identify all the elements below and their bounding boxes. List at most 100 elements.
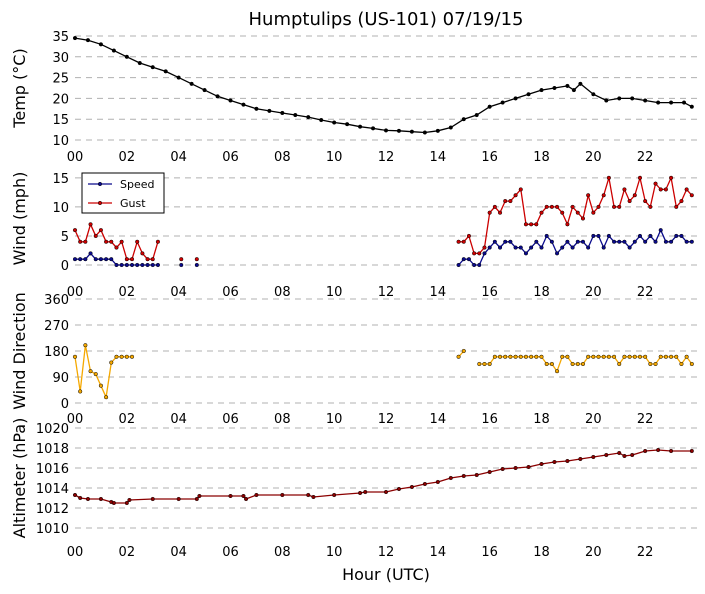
x-tick-label: 18: [533, 150, 550, 165]
data-point: [409, 484, 414, 490]
data-point: [163, 69, 168, 74]
x-tick-label: 18: [533, 285, 550, 300]
y-tick-label: 25: [52, 72, 69, 87]
data-point: [674, 354, 679, 359]
data-point: [601, 354, 606, 359]
data-point: [466, 233, 471, 238]
data-point: [544, 204, 549, 209]
y-tick-label: 30: [52, 51, 69, 66]
data-point: [571, 88, 576, 93]
data-point: [241, 102, 246, 107]
data-point: [669, 100, 674, 105]
data-point: [189, 81, 194, 86]
data-point: [606, 175, 611, 180]
data-point: [544, 233, 549, 238]
series-line: [74, 345, 132, 400]
data-point: [72, 228, 78, 233]
series-line: [458, 175, 693, 255]
data-point: [622, 354, 627, 359]
data-point: [179, 257, 184, 262]
data-point: [627, 199, 632, 204]
data-point: [482, 251, 487, 256]
x-tick-label: 16: [481, 412, 498, 427]
data-point: [604, 452, 609, 458]
data-point: [565, 458, 570, 464]
data-point: [477, 361, 482, 367]
x-tick-label: 08: [274, 150, 291, 165]
data-point: [93, 372, 98, 377]
data-point: [653, 361, 658, 367]
x-tick-label: 22: [637, 285, 654, 300]
data-point: [127, 497, 132, 503]
data-point: [88, 369, 93, 374]
data-point: [612, 354, 617, 359]
data-point: [630, 452, 635, 458]
data-point: [565, 83, 570, 88]
data-point: [254, 492, 259, 498]
data-point: [529, 245, 534, 250]
data-point: [656, 100, 661, 105]
data-point: [98, 42, 103, 47]
data-point: [135, 239, 140, 244]
data-point: [518, 245, 523, 250]
data-point: [244, 496, 249, 502]
data-point: [617, 204, 622, 209]
data-point: [586, 354, 591, 359]
data-point: [241, 493, 246, 499]
data-point: [194, 262, 199, 268]
data-point: [552, 459, 557, 465]
data-point: [523, 354, 529, 359]
data-point: [119, 262, 124, 268]
data-point: [474, 112, 479, 118]
data-point: [580, 361, 586, 367]
data-point: [612, 204, 617, 209]
data-point: [630, 96, 635, 101]
data-point: [575, 239, 580, 244]
data-point: [497, 210, 503, 215]
y-tick-label: 20: [52, 92, 69, 107]
y-tick-label: 360: [44, 293, 69, 308]
data-point: [632, 193, 637, 198]
data-point: [679, 199, 684, 204]
data-point: [466, 257, 471, 262]
data-point: [109, 257, 114, 262]
data-point: [627, 245, 632, 250]
data-point: [637, 233, 643, 238]
data-point: [492, 239, 497, 244]
series-line: [74, 449, 692, 504]
data-point: [503, 199, 508, 204]
data-point: [596, 354, 601, 359]
x-tick-label: 10: [326, 150, 343, 165]
legend-label: Speed: [120, 178, 154, 191]
series-line: [479, 355, 693, 373]
y-axis-label: Wind Direction: [10, 292, 29, 410]
data-point: [565, 222, 570, 227]
y-axis-label: Wind (mph): [10, 172, 29, 266]
data-point: [83, 343, 88, 348]
data-point: [508, 199, 513, 204]
data-point: [482, 245, 487, 250]
data-point: [606, 354, 611, 359]
x-tick-label: 04: [170, 285, 187, 300]
data-point: [150, 65, 155, 70]
y-tick-label: 1012: [36, 502, 69, 517]
x-tick-label: 12: [378, 285, 395, 300]
data-point: [472, 251, 477, 256]
data-point: [653, 239, 658, 244]
series-0: [72, 447, 694, 506]
data-point: [560, 210, 565, 215]
data-point: [124, 500, 129, 506]
data-point: [689, 239, 694, 244]
data-point: [293, 112, 298, 118]
data-point: [311, 494, 316, 500]
data-point: [586, 193, 591, 198]
data-point: [580, 216, 586, 221]
data-point: [637, 175, 643, 180]
data-point: [396, 128, 402, 133]
data-point: [435, 479, 440, 485]
x-tick-label: 08: [274, 285, 291, 300]
data-point: [596, 233, 601, 238]
data-point: [487, 210, 492, 215]
data-point: [194, 496, 199, 502]
y-tick-label: 90: [52, 371, 69, 386]
